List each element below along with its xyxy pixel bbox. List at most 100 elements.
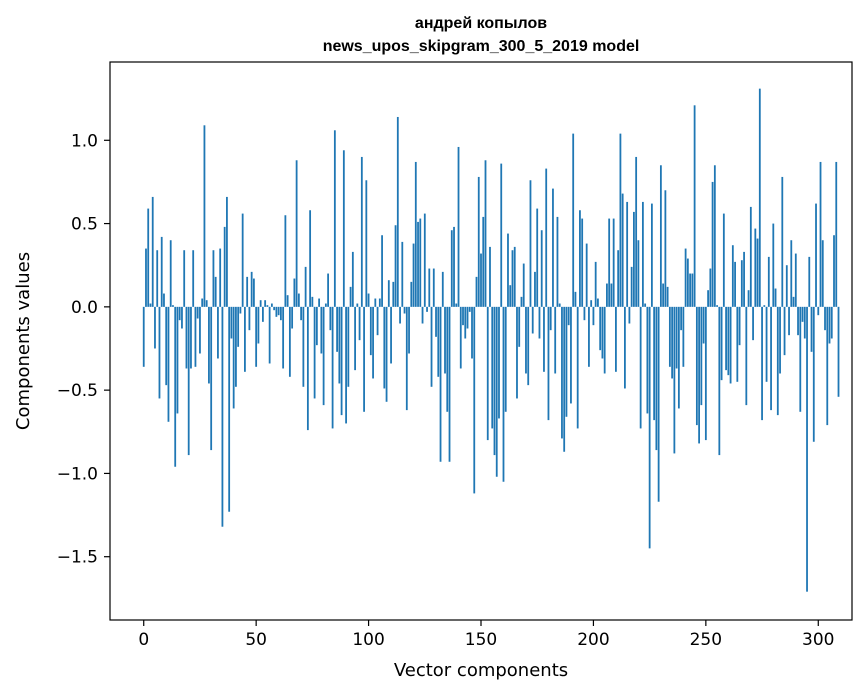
- bar: [522, 263, 525, 307]
- bar: [401, 241, 404, 307]
- bar: [441, 271, 444, 307]
- bar: [464, 306, 467, 339]
- plot-frame: [109, 61, 853, 621]
- bar: [385, 306, 388, 402]
- bar: [797, 306, 799, 336]
- bar: [585, 243, 588, 307]
- bar: [772, 223, 775, 307]
- bar: [176, 306, 179, 414]
- bar: [208, 306, 210, 384]
- bar: [457, 146, 460, 307]
- bar: [561, 306, 563, 439]
- bar: [365, 180, 368, 307]
- bar: [154, 306, 156, 349]
- bar: [390, 306, 392, 364]
- x-tick-label: 100: [352, 630, 384, 650]
- bar: [190, 306, 192, 369]
- bar: [327, 273, 329, 307]
- bar: [187, 306, 190, 456]
- bar: [324, 303, 327, 307]
- bar: [639, 306, 642, 429]
- bar: [223, 226, 226, 307]
- bar: [534, 271, 536, 307]
- y-tick-label: −1.0: [57, 464, 98, 484]
- bars-group: [142, 88, 840, 592]
- bar: [183, 250, 186, 307]
- bar: [716, 305, 718, 307]
- bar: [293, 278, 296, 307]
- bar: [738, 306, 741, 346]
- bar: [295, 160, 298, 307]
- bar: [241, 213, 244, 307]
- bar: [423, 213, 426, 307]
- bar: [426, 306, 428, 312]
- bar: [248, 306, 251, 331]
- bar: [608, 218, 611, 307]
- bar: [619, 133, 622, 307]
- bar: [610, 283, 613, 307]
- bar: [815, 203, 817, 307]
- bar: [163, 293, 165, 307]
- bar: [244, 306, 246, 372]
- bar: [448, 306, 451, 462]
- bar: [322, 306, 325, 406]
- bar: [689, 273, 692, 307]
- bar: [576, 306, 579, 429]
- bar: [151, 196, 154, 307]
- bar: [428, 268, 431, 307]
- bar: [691, 273, 694, 307]
- bar: [196, 306, 199, 319]
- bar: [682, 306, 685, 367]
- bar: [630, 266, 633, 307]
- bar: [567, 306, 570, 326]
- bar: [531, 306, 534, 334]
- bar: [702, 306, 705, 344]
- bar: [403, 306, 406, 314]
- bar: [747, 290, 750, 307]
- bar: [203, 125, 206, 307]
- bar: [309, 210, 312, 307]
- bar: [572, 133, 575, 307]
- bar: [410, 281, 413, 307]
- bar: [369, 306, 372, 356]
- bar: [624, 306, 626, 389]
- bar: [671, 306, 674, 379]
- bar: [745, 306, 748, 406]
- bar: [253, 278, 255, 307]
- bar: [664, 190, 667, 307]
- bar: [318, 298, 321, 307]
- x-tick-label: 50: [245, 630, 267, 650]
- chart-subtitle: news_upos_skipgram_300_5_2019 model: [323, 38, 640, 55]
- bar: [520, 296, 523, 307]
- bar: [758, 88, 761, 307]
- bar: [491, 306, 494, 429]
- bar: [803, 306, 806, 339]
- bar: [680, 306, 683, 331]
- bar: [453, 226, 455, 307]
- bar: [392, 281, 395, 307]
- bar: [590, 300, 593, 307]
- bar: [201, 298, 204, 307]
- bar: [399, 306, 401, 324]
- bar: [396, 116, 399, 307]
- bar: [711, 181, 714, 307]
- bar: [489, 246, 491, 307]
- bar: [511, 250, 514, 307]
- bar: [421, 306, 424, 324]
- bar: [673, 306, 676, 454]
- bar: [486, 306, 489, 441]
- bar: [500, 163, 503, 307]
- bar: [419, 218, 422, 307]
- bar: [540, 230, 543, 307]
- bar: [635, 156, 638, 307]
- bar: [167, 306, 170, 422]
- bar: [239, 306, 242, 314]
- bar: [360, 156, 363, 307]
- x-tick-label: 250: [690, 630, 722, 650]
- bar: [700, 306, 703, 406]
- x-tick-label: 300: [802, 630, 834, 650]
- bar: [439, 306, 442, 462]
- x-axis-label: Vector components: [394, 660, 568, 681]
- bar: [819, 161, 822, 307]
- bar: [455, 303, 458, 307]
